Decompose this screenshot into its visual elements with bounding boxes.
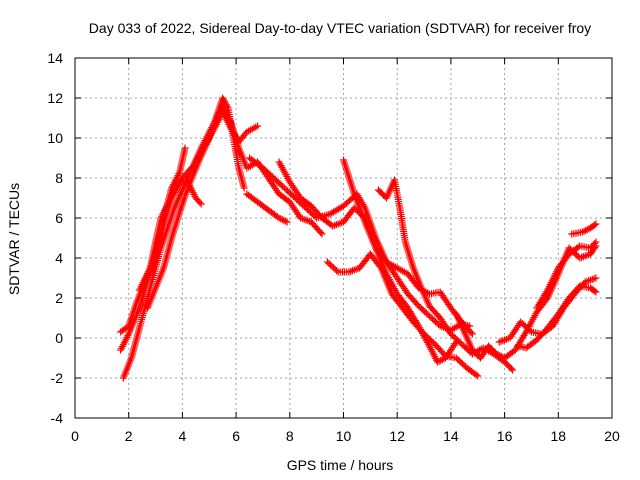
x-axis-label: GPS time / hours xyxy=(287,457,394,473)
data-point xyxy=(509,366,517,374)
data-point xyxy=(592,238,600,246)
x-tick-label: 20 xyxy=(604,428,620,444)
y-tick-label: 0 xyxy=(55,330,63,346)
data-point xyxy=(467,329,475,336)
y-tick-label: 14 xyxy=(47,50,63,66)
x-tick-label: 6 xyxy=(232,428,240,444)
data-point xyxy=(223,102,231,110)
data-point xyxy=(278,216,286,224)
data-point xyxy=(196,199,204,206)
data-point xyxy=(254,122,262,130)
data-point xyxy=(496,352,504,360)
data-point xyxy=(582,226,590,234)
data-point xyxy=(333,267,341,275)
y-axis-label: SDTVAR / TECUs xyxy=(6,183,22,295)
data-point xyxy=(437,356,445,364)
data-point xyxy=(591,240,599,247)
x-tick-label: 14 xyxy=(443,428,459,444)
data-point xyxy=(438,356,446,364)
y-tick-label: 12 xyxy=(47,90,63,106)
data-point xyxy=(574,284,582,291)
data-point xyxy=(240,184,248,192)
x-tick-label: 16 xyxy=(497,428,513,444)
y-tick-label: -4 xyxy=(51,410,64,426)
y-tick-label: 6 xyxy=(55,210,63,226)
data-point xyxy=(592,274,600,282)
axes: 0 2 4 6 8 10 12 14 16 18 20 -4 -2 0 2 4 6 8 10 12 14 xyxy=(47,50,620,444)
x-tick-label: 10 xyxy=(336,428,352,444)
data-point xyxy=(376,262,384,270)
data-point xyxy=(580,227,588,235)
y-tick-label: 10 xyxy=(47,130,63,146)
data-point xyxy=(277,215,285,223)
y-tick-label: 2 xyxy=(55,290,63,306)
data-point xyxy=(583,226,591,234)
grid xyxy=(75,58,612,418)
data-point xyxy=(474,372,482,380)
data-point xyxy=(283,218,291,226)
data-point xyxy=(280,216,288,224)
data-point xyxy=(435,357,443,365)
data-point xyxy=(433,358,441,366)
data-point xyxy=(468,330,476,338)
data-point xyxy=(181,144,189,152)
data-point xyxy=(591,287,599,295)
data-point xyxy=(592,288,600,296)
x-tick-label: 12 xyxy=(389,428,405,444)
data-point xyxy=(591,221,599,229)
data-point xyxy=(317,229,325,236)
data-point xyxy=(318,230,326,238)
x-tick-label: 0 xyxy=(71,428,79,444)
data-point xyxy=(275,214,283,222)
data-point xyxy=(592,220,600,228)
data-point xyxy=(494,351,502,359)
x-tick-label: 2 xyxy=(125,428,133,444)
x-tick-label: 8 xyxy=(286,428,294,444)
x-tick-label: 4 xyxy=(179,428,187,444)
data-point xyxy=(526,327,534,335)
y-tick-label: -2 xyxy=(51,370,64,386)
y-tick-label: 4 xyxy=(55,250,63,266)
data-point xyxy=(493,350,501,358)
data-point xyxy=(282,217,290,225)
chart-title: Day 033 of 2022, Sidereal Day-to-day VTE… xyxy=(89,20,591,36)
y-tick-label: 8 xyxy=(55,170,63,186)
data-point xyxy=(578,228,586,236)
data-points xyxy=(117,94,600,382)
data-point xyxy=(507,365,515,373)
data-point xyxy=(472,371,480,379)
x-tick-label: 18 xyxy=(551,428,567,444)
data-point xyxy=(197,200,205,208)
